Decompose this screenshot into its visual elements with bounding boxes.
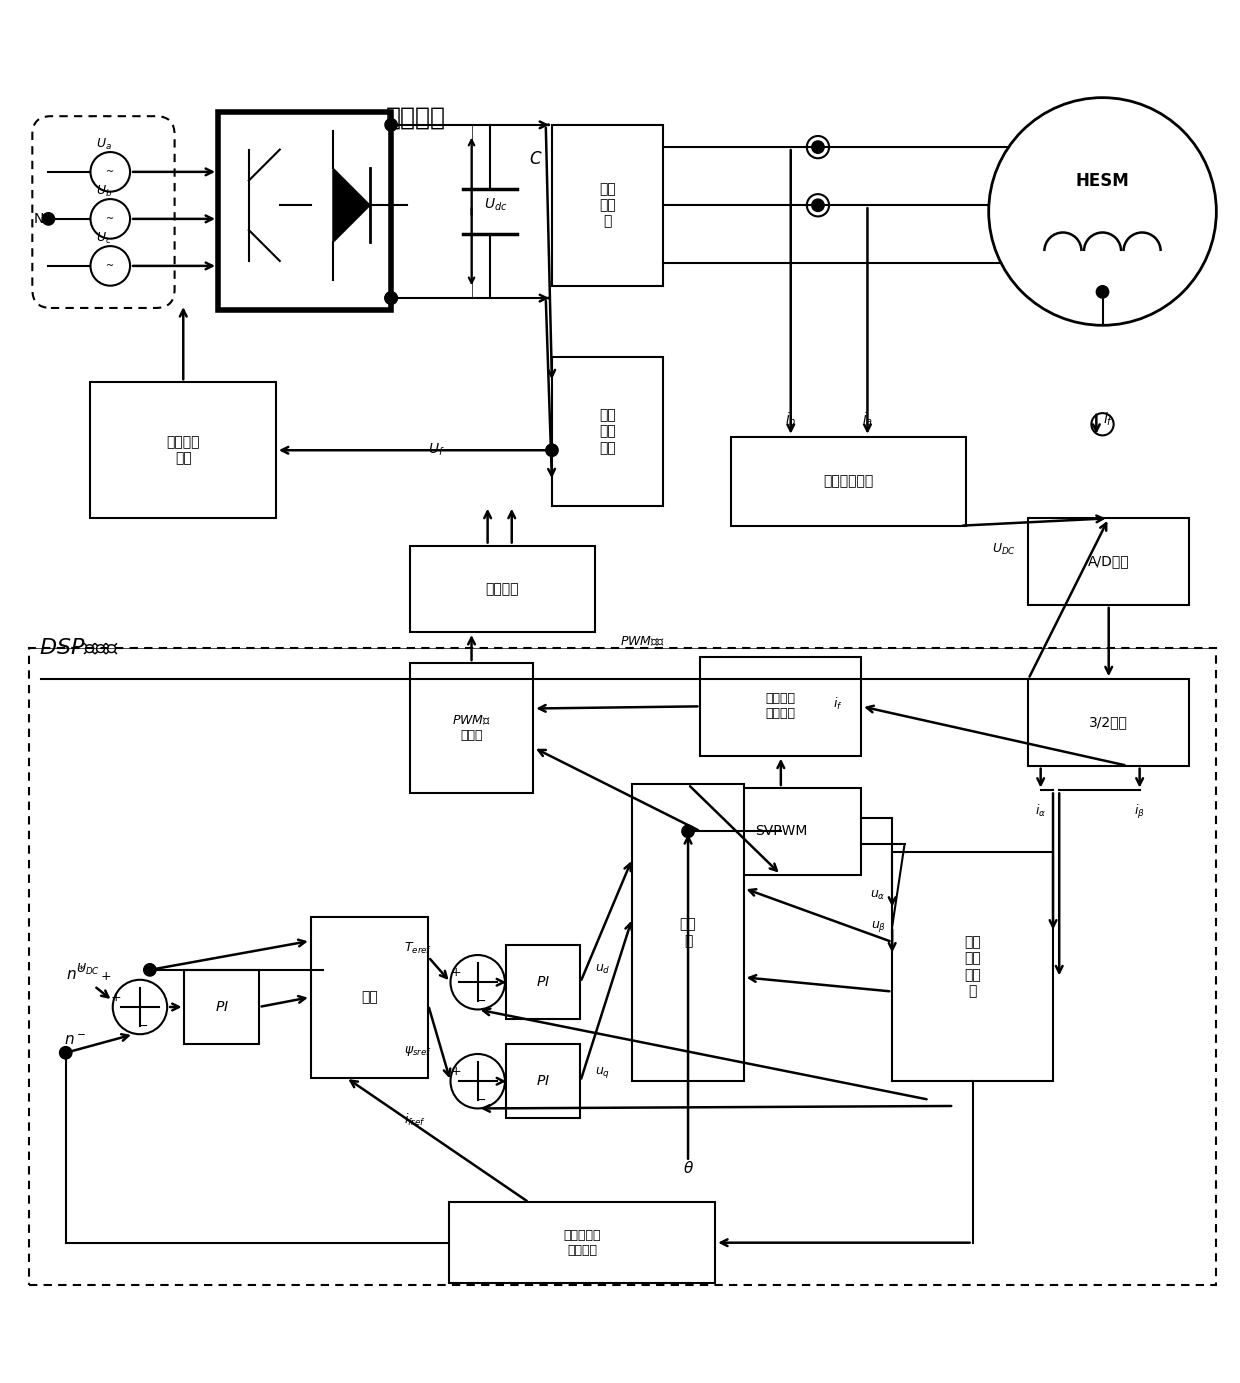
Bar [552,124,663,286]
Bar [185,969,259,1044]
Bar [732,437,966,526]
Bar [632,784,744,1082]
Text: $u_{\beta}$: $u_{\beta}$ [870,920,887,934]
Bar [893,852,1053,1082]
Text: $U_a$: $U_a$ [97,137,112,152]
Text: 转速和初始
位置估计: 转速和初始 位置估计 [563,1228,601,1257]
Bar [91,382,277,519]
Text: $+$: $+$ [100,969,112,982]
Bar [311,917,428,1077]
Text: $PWM$信
号产生: $PWM$信 号产生 [451,714,491,743]
Bar [701,788,862,874]
Text: $U_{dc}$: $U_{dc}$ [484,196,507,213]
Bar [1028,679,1189,766]
Text: 转矩
和磁
链估
计: 转矩 和磁 链估 计 [965,935,981,999]
Bar [552,357,663,506]
Circle shape [60,1047,72,1059]
Text: 主功
率模
块: 主功 率模 块 [599,183,616,228]
Text: $i_{fref}$: $i_{fref}$ [404,1112,427,1129]
Text: $PI$: $PI$ [536,975,551,989]
Text: $u_d$: $u_d$ [595,964,611,976]
Text: 励磁电流
脉宽调制: 励磁电流 脉宽调制 [766,693,796,721]
Text: $PI$: $PI$ [536,1075,551,1088]
Circle shape [682,826,694,838]
Text: $\theta$: $\theta$ [682,1160,693,1177]
Text: $PI$: $PI$ [215,1000,228,1014]
Text: 算法: 算法 [361,990,378,1004]
Text: $i_a$: $i_a$ [862,411,873,427]
Text: $i_b$: $i_b$ [785,411,796,427]
Text: $U_{DC}$: $U_{DC}$ [76,963,99,978]
Text: $n^-$: $n^-$ [64,1033,87,1048]
Circle shape [812,199,825,212]
Circle shape [42,213,55,225]
Text: ~: ~ [107,261,114,271]
Text: $u_q$: $u_q$ [595,1065,610,1080]
Bar [218,112,391,310]
Text: $-$: $-$ [475,994,486,1007]
Text: $+$: $+$ [450,965,461,979]
Circle shape [1096,286,1109,299]
Text: $U_f$: $U_f$ [429,443,445,458]
Text: ~: ~ [107,214,114,224]
Text: $C$: $C$ [529,151,543,169]
Text: $U_b$: $U_b$ [95,184,113,199]
Text: 励磁
功率
模块: 励磁 功率 模块 [599,408,616,455]
Text: 电流调理电路: 电流调理电路 [823,474,874,488]
Text: $u_{\alpha}$: $u_{\alpha}$ [870,889,887,902]
Text: $i_f$: $i_f$ [1102,411,1114,427]
Bar [506,1044,580,1119]
Bar [409,545,595,632]
Text: SVPWM: SVPWM [755,824,807,838]
Circle shape [384,292,397,304]
Text: $+$: $+$ [109,990,120,1004]
Circle shape [546,444,558,456]
Text: 电压调理
电路: 电压调理 电路 [166,436,200,465]
Text: 开关
表: 开关 表 [680,918,697,947]
Bar [506,945,580,1019]
Text: $PWM$信号: $PWM$信号 [620,635,666,649]
Text: $T_{eref}$: $T_{eref}$ [404,942,432,956]
Text: $i_{\beta}$: $i_{\beta}$ [1135,804,1145,822]
Text: ~: ~ [107,167,114,177]
Bar [449,1202,715,1283]
Text: $i_{\alpha}$: $i_{\alpha}$ [1035,804,1047,819]
Circle shape [812,141,825,154]
Circle shape [384,292,397,304]
Text: $U_{DC}$: $U_{DC}$ [992,542,1016,557]
Text: HESM: HESM [1075,171,1130,189]
Bar [701,657,862,757]
Text: $-$: $-$ [475,1094,486,1106]
Text: $-$: $-$ [136,1019,148,1032]
Text: $U_c$: $U_c$ [97,231,112,246]
Circle shape [144,964,156,976]
Bar [1028,519,1189,604]
Polygon shape [334,169,370,242]
Text: $\psi_{sref}$: $\psi_{sref}$ [404,1044,432,1058]
Text: $+$: $+$ [450,1065,461,1077]
Text: A/D转换: A/D转换 [1087,555,1130,568]
Text: 驱动电路: 驱动电路 [486,582,520,596]
Bar [409,662,533,792]
Circle shape [384,119,397,131]
Text: $n^*$: $n^*$ [66,964,86,983]
Text: 整流电路: 整流电路 [386,105,446,130]
FancyBboxPatch shape [32,116,175,308]
Bar [29,649,1216,1285]
Text: 3/2转换: 3/2转换 [1089,715,1128,729]
Text: N: N [33,212,43,225]
Text: $DSP$控制器: $DSP$控制器 [38,638,119,658]
Text: $i_f$: $i_f$ [833,696,843,712]
